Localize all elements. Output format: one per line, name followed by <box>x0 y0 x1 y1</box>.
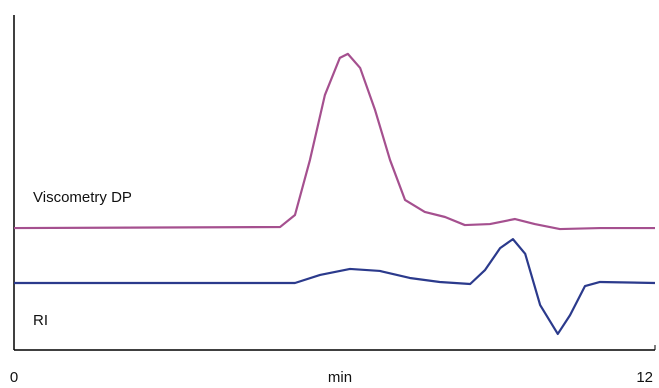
series-label: Viscometry DP <box>33 189 132 206</box>
x-tick-label: 0 <box>10 369 18 386</box>
x-tick-label: 12 <box>636 369 653 386</box>
series-line <box>13 52 655 231</box>
x-axis-label: min <box>328 369 352 386</box>
series-line <box>14 238 656 336</box>
series-label: RI <box>33 312 48 329</box>
